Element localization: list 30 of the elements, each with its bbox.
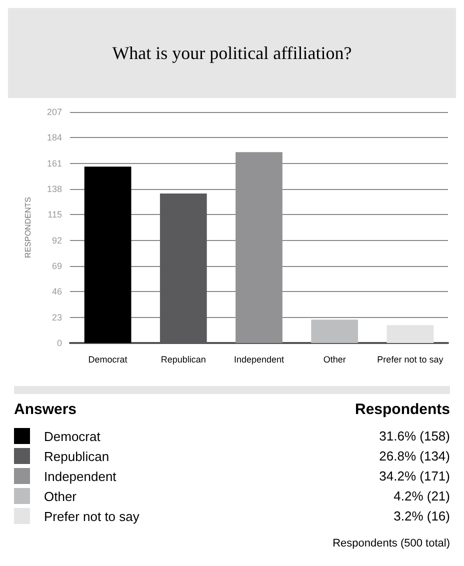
category-label: Republican [44,448,110,464]
text: 31.6% (158) [379,428,450,444]
text: 4.2% (21) [394,488,450,504]
x-tick-label: Democrat [88,354,128,364]
x-tick-label: Other [323,354,346,364]
y-tick-label: 0 [56,338,62,348]
y-tick-label: 92 [52,235,62,246]
text: 34.2% (171) [379,468,450,484]
category-label: Independent [44,468,116,484]
y-tick-label: 46 [52,286,62,297]
x-tick-label: Prefer not to say [377,354,444,364]
text: Answers [14,401,77,418]
y-tick-label: 207 [46,107,62,117]
category-label: Prefer not to say [44,508,140,524]
y-tick-label: 23 [52,312,62,322]
text: Respondents (500 total) [332,538,450,550]
x-tick-label: Republican [160,354,206,364]
chart-title: What is your political affiliation? [8,8,456,98]
y-axis-title: RESPONDENTS [24,197,32,258]
y-tick-label: 184 [46,132,62,143]
y-tick-label: 115 [48,210,62,220]
category-label: Democrat [44,428,100,444]
text: Respondents [354,401,450,418]
y-tick-label: 69 [52,261,62,271]
y-tick-label: 138 [46,184,62,194]
x-tick-label: Independent [234,354,285,364]
text: 3.2% (16) [394,508,450,524]
y-tick-label: 161 [46,158,62,168]
text: 26.8% (134) [379,448,450,464]
category-label: Other [44,488,77,504]
